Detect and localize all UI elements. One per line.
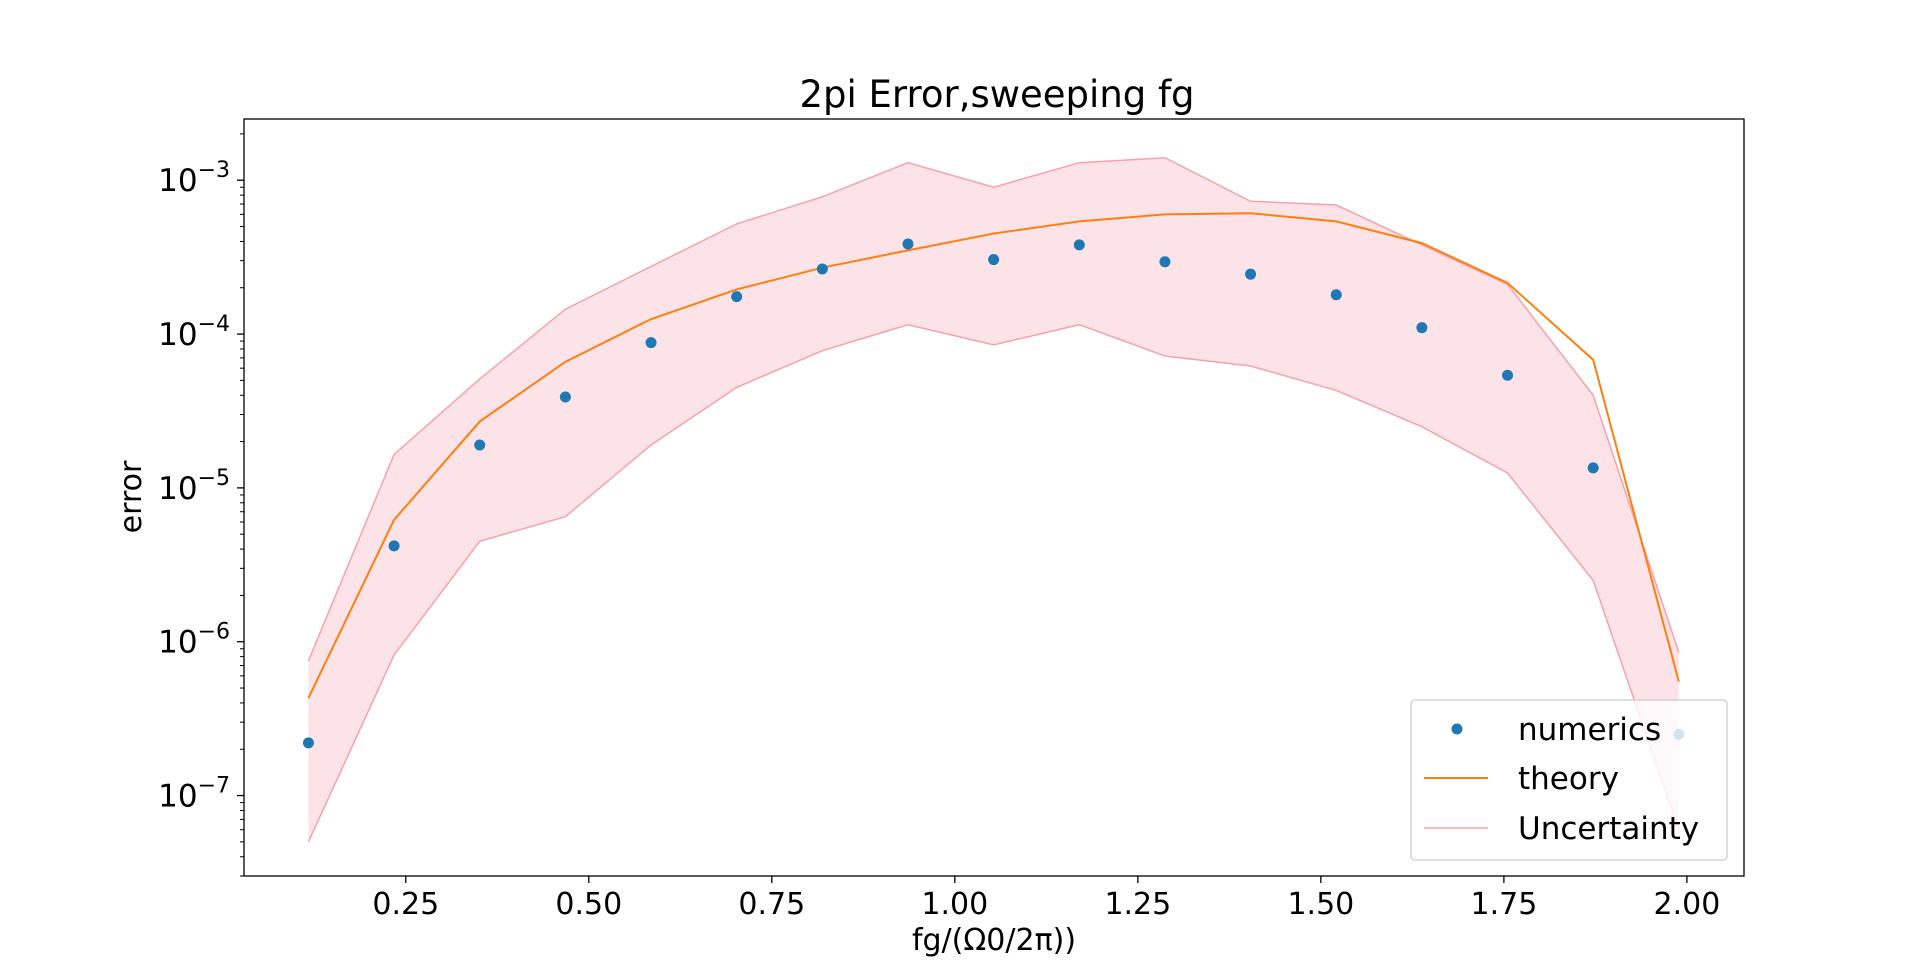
legend-numerics-label: numerics	[1518, 712, 1661, 748]
legend-frame	[1410, 699, 1728, 861]
x-tick-label: 0.25	[372, 887, 439, 922]
x-axis-label: fg/(Ω0/2π))	[912, 923, 1076, 958]
x-tick-label: 1.50	[1287, 887, 1354, 922]
x-tick-label: 0.75	[738, 887, 805, 922]
y-tick-label: 10−7	[158, 774, 230, 815]
legend-uncertainty-label: Uncertainty	[1518, 811, 1699, 847]
x-tick-label: 1.75	[1470, 887, 1537, 922]
plot-area	[302, 156, 1685, 843]
y-axis-ticks: 10−7 10−6 10−5 10−4 10−3	[158, 133, 244, 877]
y-tick-label: 10−4	[158, 312, 230, 353]
numerics-point	[388, 540, 400, 552]
numerics-point	[1159, 256, 1171, 268]
numerics-point	[1330, 289, 1342, 301]
uncertainty-upper-line	[307, 156, 1680, 662]
numerics-point	[1587, 462, 1599, 474]
numerics-point	[474, 439, 486, 451]
numerics-point	[302, 737, 314, 749]
x-tick-label: 2.00	[1654, 887, 1721, 922]
numerics-point	[731, 291, 743, 303]
numerics-point	[645, 337, 657, 349]
legend: numerics theory Uncertainty	[1410, 699, 1728, 861]
numerics-point	[816, 263, 828, 275]
chart-title: 2pi Error,sweeping fg	[799, 73, 1194, 116]
y-tick-label: 10−5	[158, 466, 230, 507]
x-tick-label: 1.00	[921, 887, 988, 922]
x-tick-label: 1.25	[1104, 887, 1171, 922]
numerics-point	[1416, 322, 1428, 334]
uncertainty-band	[308, 157, 1679, 842]
numerics-point	[902, 238, 914, 250]
numerics-point	[1502, 369, 1514, 381]
numerics-point	[988, 254, 1000, 266]
numerics-point	[559, 391, 571, 403]
numerics-point	[1073, 239, 1085, 251]
x-axis-ticks: 0.25 0.50 0.75 1.00 1.25 1.50 1.75 2.00	[372, 876, 1720, 922]
y-axis-label: error	[114, 460, 149, 533]
x-tick-label: 0.50	[555, 887, 622, 922]
y-tick-label: 10−6	[158, 620, 230, 661]
legend-theory-label: theory	[1518, 761, 1619, 797]
theory-line	[307, 212, 1680, 699]
y-tick-label: 10−3	[158, 158, 230, 199]
legend-numerics-marker	[1451, 723, 1463, 735]
axes-frame	[243, 118, 1745, 877]
numerics-point	[1245, 268, 1257, 280]
uncertainty-lower-line	[307, 323, 1680, 843]
